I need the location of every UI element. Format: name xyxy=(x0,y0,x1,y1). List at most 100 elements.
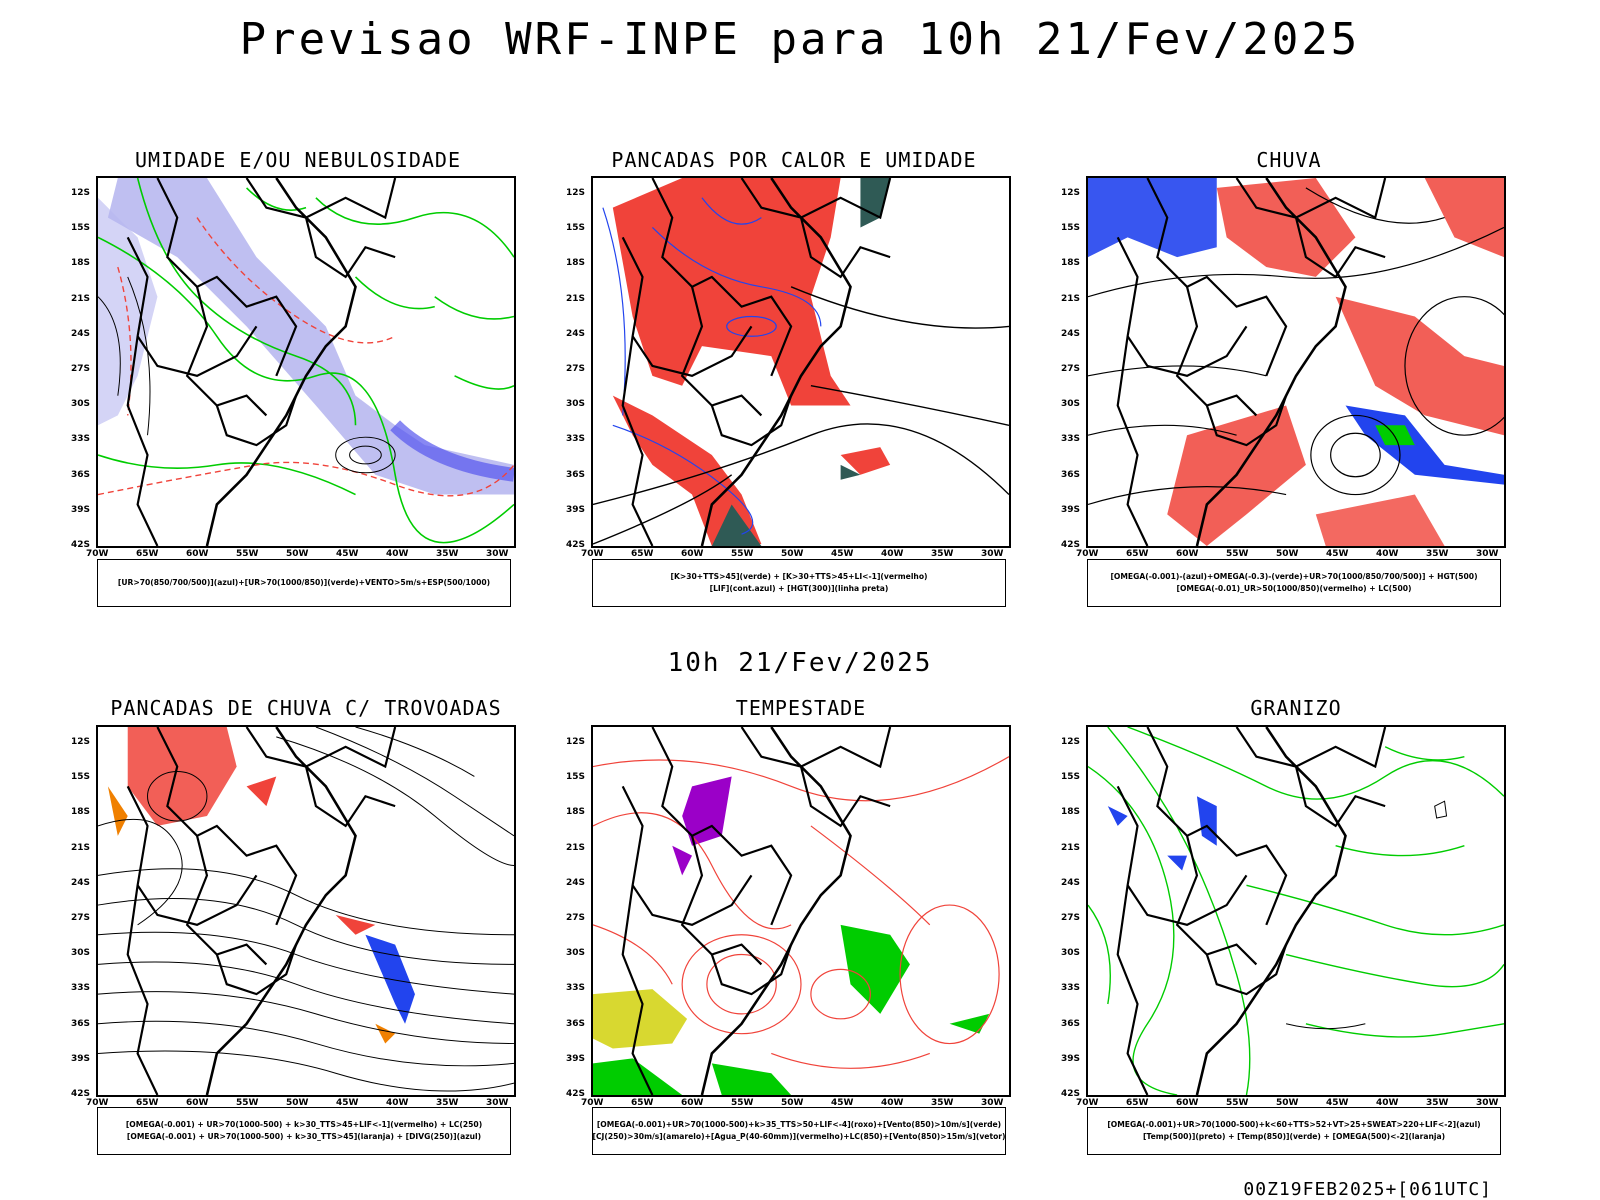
lat-tick-label: 42S xyxy=(71,1089,91,1099)
legend-line: [LIF](cont.azul) + [HGT(300)](linha pret… xyxy=(709,584,889,593)
lon-tick-label: 60W xyxy=(1176,1098,1199,1108)
lon-tick-label: 70W xyxy=(86,1098,109,1108)
lat-tick-label: 30S xyxy=(1061,948,1081,959)
lat-tick-label: 21S xyxy=(1061,293,1081,304)
lat-tick-label: 24S xyxy=(71,877,91,888)
coastline xyxy=(205,178,357,546)
lat-tick-label: 18S xyxy=(71,807,91,818)
coastline xyxy=(1195,727,1347,1095)
lat-tick-label: 21S xyxy=(1061,842,1081,853)
lon-tick-label: 30W xyxy=(981,1098,1004,1108)
state-border xyxy=(304,766,396,828)
state-border xyxy=(621,785,753,927)
panel-1-map xyxy=(96,176,516,548)
panel-3-map xyxy=(1086,176,1506,548)
panel-3-title: CHUVA xyxy=(1256,148,1322,172)
lat-tick-label: 42S xyxy=(566,540,586,550)
map-boundaries xyxy=(621,178,892,546)
state-border xyxy=(1116,785,1248,927)
panel-4-title: PANCADAS DE CHUVA C/ TROVOADAS xyxy=(110,696,502,720)
lat-tick-label: 36S xyxy=(566,469,586,480)
lon-tick-label: 30W xyxy=(486,1098,509,1108)
lat-tick-label: 15S xyxy=(566,223,586,234)
coastline xyxy=(700,727,852,1095)
lat-tick-label: 27S xyxy=(1061,913,1081,923)
state-border xyxy=(215,944,298,996)
lat-tick-label: 12S xyxy=(566,188,586,198)
state-border xyxy=(1205,944,1288,996)
panel-3-legend: [OMEGA(-0.001)-(azul)+OMEGA(-0.3)-(verde… xyxy=(1087,559,1501,607)
map-boundaries xyxy=(126,178,397,546)
lon-tick-label: 70W xyxy=(581,1098,604,1108)
lat-tick-label: 36S xyxy=(1061,469,1081,480)
lon-tick-label: 50W xyxy=(1276,549,1299,559)
panel-5-map xyxy=(591,725,1011,1097)
coastline xyxy=(205,727,357,1095)
state-border xyxy=(1146,178,1288,377)
lon-tick-label: 40W xyxy=(1376,1098,1399,1108)
lat-tick-label: 42S xyxy=(566,1089,586,1099)
lon-tick-label: 50W xyxy=(781,549,804,559)
lon-tick-label: 45W xyxy=(1326,549,1349,559)
lon-tick-label: 70W xyxy=(1076,549,1099,559)
lon-tick-label: 35W xyxy=(1426,549,1449,559)
lat-tick-label: 24S xyxy=(71,328,91,339)
lat-tick-label: 33S xyxy=(1061,983,1081,994)
lon-tick-label: 30W xyxy=(981,549,1004,559)
panel-6-legend: [OMEGA(-0.001)+UR>70(1000-500)+k<60+TTS>… xyxy=(1087,1107,1501,1155)
legend-line: [OMEGA(-0.01)_UR>50(1000/850)(vermelho) … xyxy=(1176,584,1412,593)
legend-line: [OMEGA(-0.001)-(azul)+OMEGA(-0.3)-(verde… xyxy=(1110,572,1478,581)
state-border xyxy=(710,944,793,996)
state-border xyxy=(710,395,793,447)
lon-tick-label: 30W xyxy=(1476,1098,1499,1108)
lat-tick-label: 24S xyxy=(1061,328,1081,339)
lat-tick-label: 15S xyxy=(1061,223,1081,234)
state-border xyxy=(126,885,159,1095)
lat-tick-label: 39S xyxy=(1061,1053,1081,1064)
legend-line: [UR>70(850/700/500)](azul)+[UR>70(1000/8… xyxy=(117,578,491,587)
state-border xyxy=(245,727,397,769)
state-border xyxy=(621,885,654,1095)
state-border xyxy=(245,178,397,220)
state-border xyxy=(215,395,298,447)
lon-tick-label: 65W xyxy=(136,1098,159,1108)
lat-tick-label: 24S xyxy=(1061,877,1081,888)
lon-tick-label: 30W xyxy=(486,549,509,559)
state-border xyxy=(799,766,891,828)
lon-tick-label: 40W xyxy=(881,1098,904,1108)
state-border xyxy=(1235,727,1387,769)
lat-tick-label: 42S xyxy=(71,540,91,550)
lat-tick-label: 36S xyxy=(71,1018,91,1029)
lat-tick-label: 15S xyxy=(1061,772,1081,783)
legend-line: [OMEGA(-0.001) + UR>70(1000-500) + k>30_… xyxy=(125,1120,483,1129)
lon-tick-label: 40W xyxy=(386,549,409,559)
panel-4-map xyxy=(96,725,516,1097)
lat-tick-label: 24S xyxy=(566,877,586,888)
state-border xyxy=(680,835,763,966)
lat-tick-label: 42S xyxy=(1061,540,1081,550)
lat-tick-label: 33S xyxy=(71,983,91,994)
lon-tick-label: 30W xyxy=(1476,549,1499,559)
map-boundaries xyxy=(1116,727,1387,1095)
legend-line: [OMEGA(-0.001) + UR>70(1000-500) + k>30_… xyxy=(126,1132,482,1141)
lat-tick-label: 27S xyxy=(566,364,586,374)
lat-tick-label: 36S xyxy=(71,469,91,480)
lon-tick-label: 35W xyxy=(436,1098,459,1108)
lon-tick-label: 60W xyxy=(681,549,704,559)
lat-tick-label: 27S xyxy=(1061,364,1081,374)
lat-tick-label: 30S xyxy=(566,399,586,410)
lon-tick-label: 70W xyxy=(1076,1098,1099,1108)
lat-tick-label: 39S xyxy=(1061,504,1081,515)
lat-tick-label: 18S xyxy=(1061,807,1081,818)
lat-tick-label: 12S xyxy=(566,737,586,747)
lon-tick-label: 50W xyxy=(781,1098,804,1108)
state-border xyxy=(1235,178,1387,220)
lat-tick-label: 27S xyxy=(71,364,91,374)
lon-tick-label: 45W xyxy=(1326,1098,1349,1108)
lat-tick-label: 12S xyxy=(1061,737,1081,747)
state-border xyxy=(126,336,159,546)
lat-tick-label: 12S xyxy=(1061,188,1081,198)
lat-tick-label: 15S xyxy=(71,223,91,234)
state-border xyxy=(1175,835,1258,966)
state-border xyxy=(1116,236,1248,378)
